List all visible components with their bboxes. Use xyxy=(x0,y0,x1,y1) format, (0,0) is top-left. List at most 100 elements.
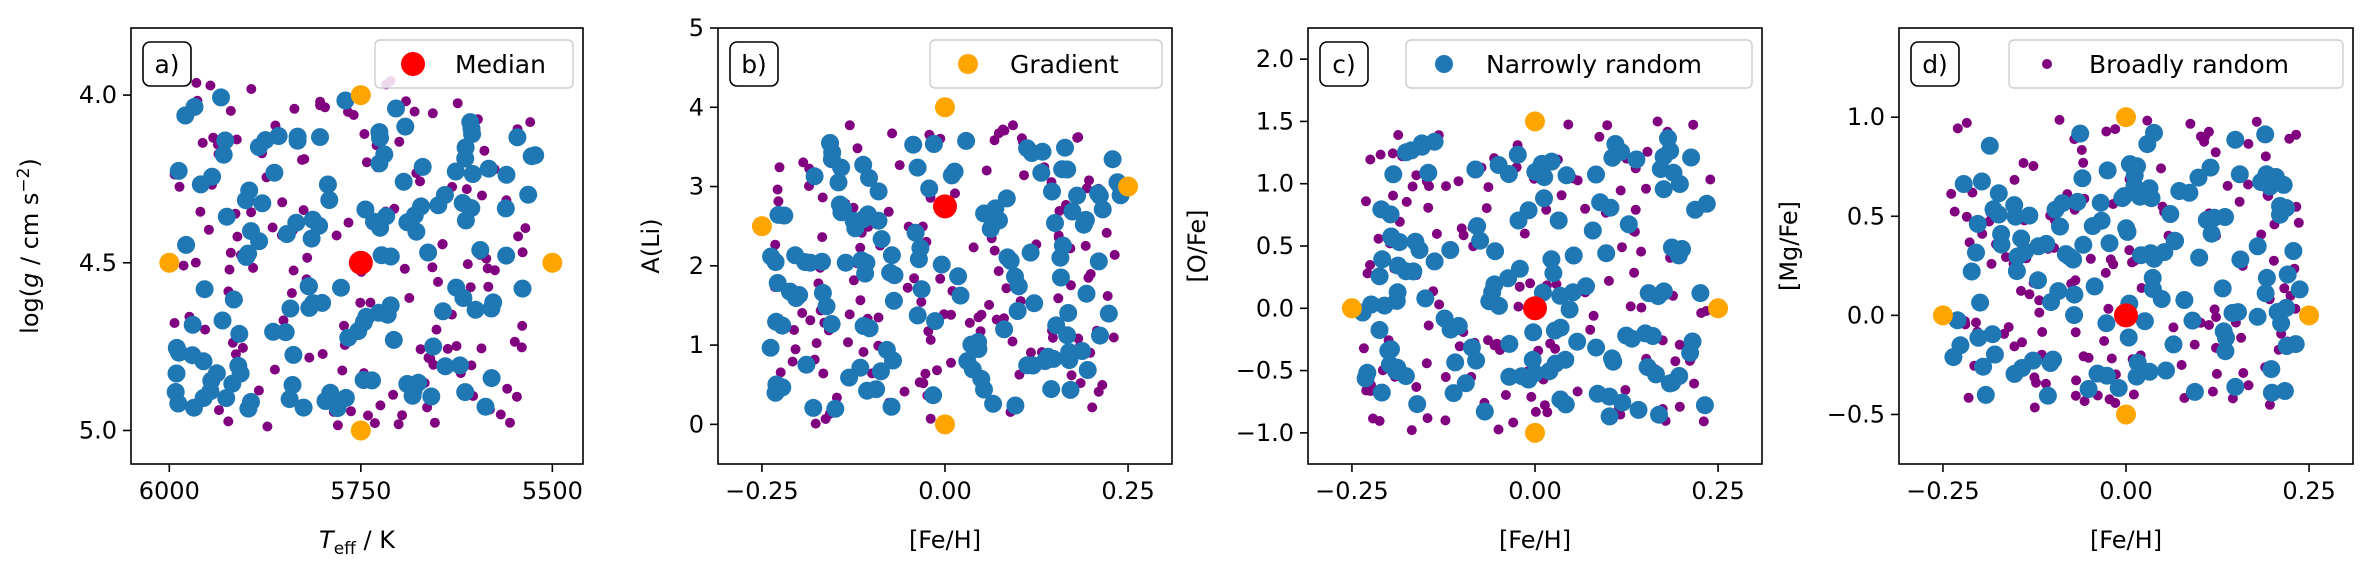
broad-point xyxy=(855,295,866,306)
narrow-point xyxy=(1650,405,1668,424)
broad-point xyxy=(509,336,520,347)
broad-point xyxy=(935,273,946,284)
narrow-point xyxy=(882,397,901,416)
points-layer xyxy=(159,76,563,441)
narrow-point xyxy=(813,283,832,302)
narrow-point xyxy=(381,247,400,266)
broad-point xyxy=(1456,223,1467,234)
gradient-point xyxy=(350,420,371,441)
narrow-point xyxy=(463,125,482,144)
narrow-point xyxy=(869,211,888,230)
narrow-point xyxy=(2051,217,2069,236)
broad-point xyxy=(1489,340,1500,351)
broad-point xyxy=(1387,148,1398,159)
narrow-point xyxy=(1673,240,1691,258)
broad-point xyxy=(2199,136,2210,147)
broad-point xyxy=(844,120,855,131)
broad-point xyxy=(1949,206,1960,217)
narrow-point xyxy=(858,381,877,400)
broad-point xyxy=(375,400,386,411)
narrow-point xyxy=(456,149,475,168)
narrow-point xyxy=(185,97,204,116)
broad-point xyxy=(224,264,235,275)
narrow-point xyxy=(2166,231,2185,250)
broad-point xyxy=(1615,185,1626,196)
broad-point xyxy=(2268,255,2279,266)
broad-point xyxy=(2234,196,2245,207)
broad-point xyxy=(1674,401,1685,412)
narrow-point xyxy=(230,324,249,343)
narrow-point xyxy=(2262,360,2281,379)
narrow-point xyxy=(2100,234,2119,253)
narrow-point xyxy=(1967,243,1985,262)
narrow-point xyxy=(2175,291,2194,309)
broad-point xyxy=(2101,126,2112,137)
broad-point xyxy=(190,257,201,268)
narrow-point xyxy=(1603,148,1622,167)
narrow-point xyxy=(2020,206,2039,225)
narrow-point xyxy=(242,222,260,241)
broad-point xyxy=(343,217,354,228)
broad-point xyxy=(2176,360,2187,370)
narrow-point xyxy=(1686,200,1705,219)
broad-point xyxy=(973,312,984,323)
narrow-point xyxy=(1613,393,1632,412)
broad-point xyxy=(918,378,929,389)
broad-point xyxy=(873,312,884,323)
broad-point xyxy=(2078,157,2089,168)
narrow-point xyxy=(821,134,839,152)
narrow-point xyxy=(2185,382,2204,401)
narrow-point xyxy=(2257,268,2276,287)
broad-point xyxy=(225,247,236,258)
broad-point xyxy=(442,343,453,354)
broad-point xyxy=(465,282,476,293)
broad-point xyxy=(237,342,248,353)
y-tick-label: −0.5 xyxy=(1236,357,1294,385)
broad-point xyxy=(1101,227,1112,238)
x-axis-label: [Fe/H] xyxy=(2090,526,2162,554)
narrow-point xyxy=(519,185,538,204)
broad-point xyxy=(817,192,828,203)
broad-point xyxy=(1422,413,1433,424)
narrow-point xyxy=(963,360,982,379)
broad-point xyxy=(772,184,783,195)
narrow-point xyxy=(1974,357,1993,376)
narrow-point xyxy=(2091,193,2110,212)
broad-point xyxy=(346,406,356,417)
x-tick-label: 0.00 xyxy=(918,477,971,505)
narrow-point xyxy=(302,229,321,248)
narrow-point xyxy=(1638,358,1657,377)
broad-point xyxy=(774,162,785,173)
broad-point xyxy=(174,181,185,192)
narrow-point xyxy=(497,246,516,265)
narrow-point xyxy=(1551,318,1570,337)
broad-point xyxy=(516,342,527,353)
narrow-point xyxy=(1356,369,1375,388)
panel-label: b) xyxy=(729,41,779,87)
broad-point xyxy=(1440,372,1451,382)
broad-point xyxy=(1407,181,1418,192)
narrow-point xyxy=(2223,304,2242,322)
broad-point xyxy=(299,154,310,165)
narrow-point xyxy=(2065,285,2084,304)
narrow-point xyxy=(1499,269,1518,288)
narrow-point xyxy=(1078,361,1097,379)
narrow-point xyxy=(1992,225,2011,243)
broad-point xyxy=(286,288,297,299)
broad-point xyxy=(2243,380,2254,391)
narrow-point xyxy=(924,386,943,405)
x-tick-label: 0.00 xyxy=(1508,477,1561,505)
broad-point xyxy=(2110,124,2121,135)
broad-point xyxy=(1636,302,1647,313)
narrow-point xyxy=(283,376,302,394)
broad-point xyxy=(304,352,315,363)
broad-point xyxy=(1625,301,1636,312)
narrow-point xyxy=(920,179,939,198)
broad-point xyxy=(495,409,506,420)
narrow-point xyxy=(2180,183,2199,202)
narrow-point xyxy=(2119,328,2138,347)
narrow-point xyxy=(1383,229,1401,248)
narrow-point xyxy=(1500,334,1519,353)
broad-point xyxy=(451,341,462,351)
narrow-point xyxy=(1425,252,1444,271)
